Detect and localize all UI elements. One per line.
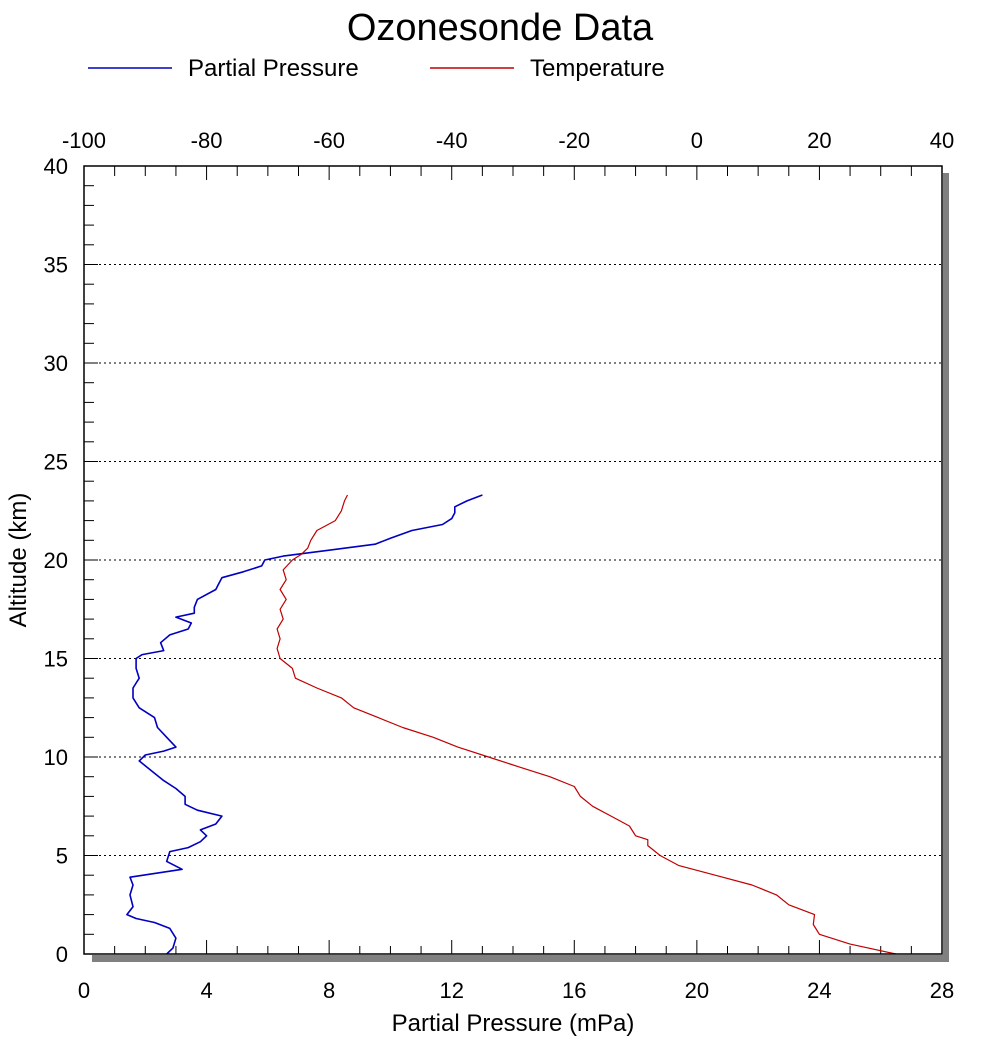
x2-tick-label-4: -20 <box>558 128 590 153</box>
plot-shadow-right <box>943 173 949 962</box>
x-tick-label-6: 24 <box>807 978 831 1003</box>
x-tick-label-7: 28 <box>930 978 954 1003</box>
x2-tick-label-5: 0 <box>691 128 703 153</box>
y-tick-label-5: 25 <box>44 450 68 475</box>
x-tick-label-2: 8 <box>323 978 335 1003</box>
x2-tick-label-0: -100 <box>62 128 106 153</box>
legend-label-partial-pressure: Partial Pressure <box>188 55 359 82</box>
x2-tick-label-1: -80 <box>191 128 223 153</box>
y-tick-label-3: 15 <box>44 647 68 672</box>
x2-tick-label-7: 40 <box>930 128 954 153</box>
y-tick-label-7: 35 <box>44 253 68 278</box>
gridlines <box>84 264 942 856</box>
y-tick-label-4: 20 <box>44 548 68 573</box>
x-axis-title: Partial Pressure (mPa) <box>392 1010 635 1037</box>
x2-tick-label-2: -60 <box>313 128 345 153</box>
y-tick-label-2: 10 <box>44 745 68 770</box>
axis-ticks <box>83 165 943 955</box>
data-series <box>126 494 897 955</box>
y-tick-label-8: 40 <box>44 154 68 179</box>
x2-tick-label-3: -40 <box>436 128 468 153</box>
plot-frame <box>83 165 943 955</box>
plot-shadow-bottom <box>92 955 949 962</box>
x-tick-label-0: 0 <box>78 978 90 1003</box>
y-axis-title: Altitude (km) <box>5 493 32 628</box>
x-tick-label-3: 12 <box>439 978 463 1003</box>
chart-title: Ozonesonde Data <box>347 7 654 49</box>
y-tick-label-0: 0 <box>56 942 68 967</box>
y-tick-label-1: 5 <box>56 844 68 869</box>
series-line-partial-pressure <box>126 494 483 955</box>
tick-labels: 0 5 10 15 20 25 30 35 40 0 4 8 12 16 20 24 28 -100 -80 -60 -… <box>44 128 955 1003</box>
series-line-temperature <box>276 494 897 955</box>
x-tick-label-5: 20 <box>685 978 709 1003</box>
x-tick-label-1: 4 <box>200 978 212 1003</box>
y-tick-label-6: 30 <box>44 351 68 376</box>
legend-label-temperature: Temperature <box>530 55 665 82</box>
x-tick-label-4: 16 <box>562 978 586 1003</box>
x2-tick-label-6: 20 <box>807 128 831 153</box>
